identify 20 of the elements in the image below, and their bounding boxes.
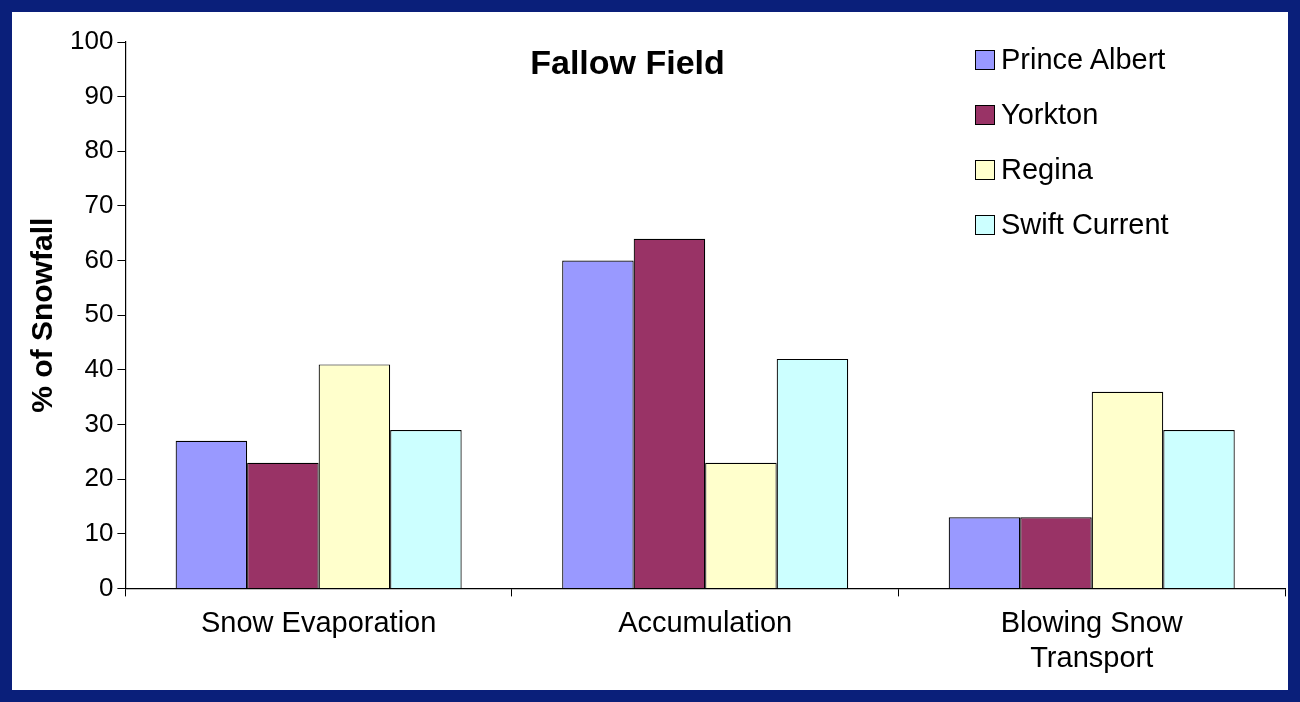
x-tick-label: Blowing Snow Transport <box>1000 605 1184 673</box>
legend-label: Swift Current <box>1001 208 1169 241</box>
chart-title: Fallow Field <box>530 43 725 82</box>
y-tick-label: 40 <box>84 353 114 384</box>
y-tick-label: 100 <box>69 25 114 56</box>
y-tick-label: 90 <box>84 79 114 110</box>
y-tick-label: 20 <box>84 462 114 493</box>
y-tick-label: 50 <box>84 298 114 329</box>
y-axis-title: % of Snowfall <box>25 217 59 413</box>
y-tick-label: 0 <box>98 571 114 602</box>
y-tick-label: 30 <box>84 407 114 438</box>
y-tick-label: 60 <box>84 243 114 274</box>
x-tick-label: Accumulation <box>618 605 793 638</box>
legend-label: Prince Albert <box>1001 43 1166 76</box>
x-tick-label: Snow Evaporation <box>200 605 437 638</box>
legend-label: Yorkton <box>1001 98 1099 131</box>
legend-label: Regina <box>1001 153 1093 186</box>
y-tick-label: 70 <box>84 189 114 220</box>
y-tick-label: 10 <box>84 516 114 547</box>
y-tick-label: 80 <box>84 134 114 165</box>
